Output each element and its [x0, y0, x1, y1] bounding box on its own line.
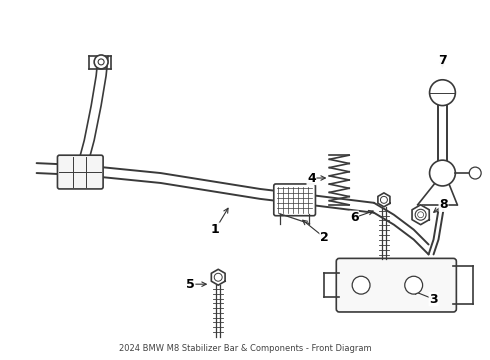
Text: 4: 4: [307, 171, 316, 185]
Polygon shape: [211, 269, 225, 285]
Polygon shape: [378, 193, 390, 207]
Text: 2024 BMW M8 Stabilizer Bar & Components - Front Diagram: 2024 BMW M8 Stabilizer Bar & Components …: [119, 344, 371, 353]
Circle shape: [405, 276, 422, 294]
Text: 1: 1: [211, 223, 220, 236]
FancyBboxPatch shape: [57, 155, 103, 189]
Circle shape: [352, 276, 370, 294]
Polygon shape: [412, 205, 429, 225]
Circle shape: [430, 80, 455, 105]
Circle shape: [94, 55, 108, 69]
FancyBboxPatch shape: [336, 258, 456, 312]
Text: 6: 6: [350, 211, 359, 224]
Text: 2: 2: [320, 231, 329, 244]
Text: 5: 5: [186, 278, 195, 291]
Circle shape: [430, 160, 455, 186]
Text: 3: 3: [429, 293, 438, 306]
Circle shape: [469, 167, 481, 179]
Text: 8: 8: [439, 198, 448, 211]
Text: 7: 7: [438, 54, 447, 67]
FancyBboxPatch shape: [274, 184, 316, 216]
